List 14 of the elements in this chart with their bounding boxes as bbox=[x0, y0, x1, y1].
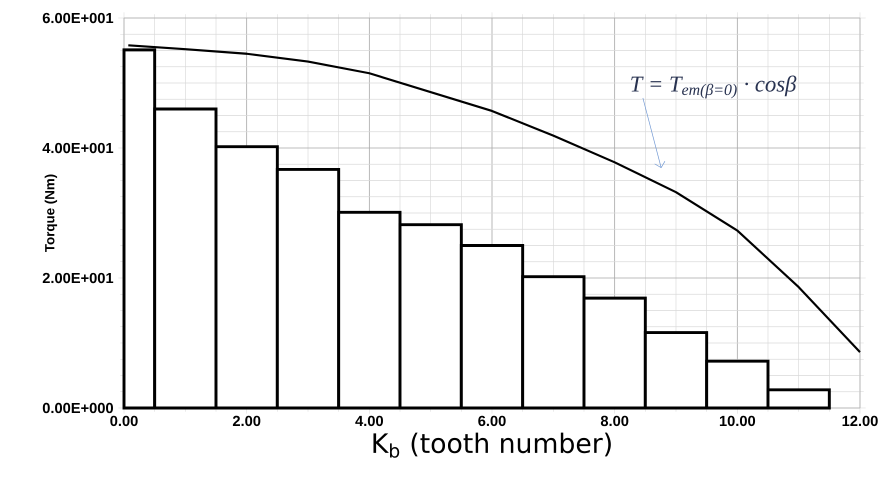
y-tick-label: 6.00E+001 bbox=[42, 12, 114, 24]
x-tick-label: 6.00 bbox=[478, 416, 506, 426]
x-tick-label: 10.00 bbox=[720, 416, 756, 426]
x-tick-label: 12.00 bbox=[842, 416, 878, 426]
x-tick-label: 4.00 bbox=[355, 416, 383, 426]
y-tick-label: 4.00E+001 bbox=[42, 142, 114, 154]
annotation: T = T$_{em(β=0)}$ · cosβ bbox=[631, 76, 796, 98]
x-tick-label: 0.00 bbox=[110, 416, 138, 426]
y-tick-label: 0.00E+000 bbox=[42, 402, 113, 414]
x-axis-title: K$_{b}$ (tooth number) bbox=[373, 432, 611, 458]
y-axis-title: Torque (Nm) bbox=[44, 174, 58, 252]
x-tick-label: 8.00 bbox=[600, 416, 628, 426]
x-tick-label: 2.00 bbox=[232, 416, 260, 426]
y-tick-label: 2.00E+001 bbox=[42, 272, 114, 284]
